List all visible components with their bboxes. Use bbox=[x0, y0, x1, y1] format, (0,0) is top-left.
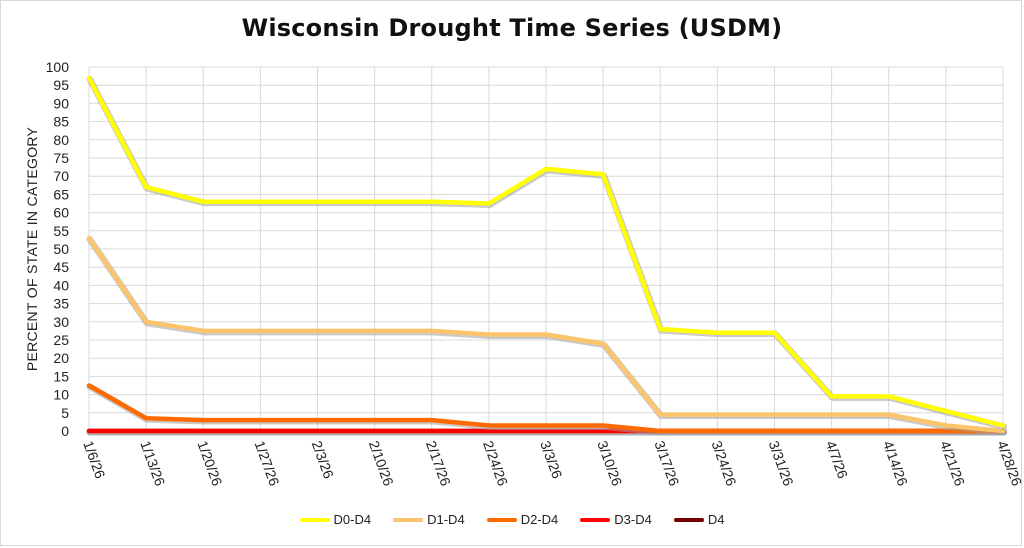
y-tick-label: 0 bbox=[61, 423, 69, 439]
legend-label: D4 bbox=[707, 512, 725, 527]
y-tick-label: 15 bbox=[53, 368, 69, 384]
legend: D0-D4 D1-D4 D2-D4 D3-D4 D4 bbox=[0, 512, 1024, 527]
legend-swatch bbox=[486, 517, 517, 522]
x-tick-label: 1/20/26 bbox=[194, 439, 225, 489]
x-tick-label: 1/6/26 bbox=[80, 439, 108, 481]
y-tick-label: 100 bbox=[46, 59, 70, 75]
legend-label: D1-D4 bbox=[427, 512, 465, 527]
y-tick-label: 60 bbox=[53, 205, 69, 221]
legend-item-d2-d4: D2-D4 bbox=[486, 512, 559, 527]
x-tick-label: 3/31/26 bbox=[766, 439, 797, 489]
legend-swatch bbox=[580, 517, 611, 522]
y-tick-label: 10 bbox=[53, 387, 69, 403]
y-tick-label: 65 bbox=[53, 186, 69, 202]
x-tick-label: 3/17/26 bbox=[651, 439, 682, 489]
x-tick-label: 2/3/26 bbox=[309, 439, 337, 481]
y-tick-label: 55 bbox=[53, 223, 69, 239]
legend-label: D2-D4 bbox=[520, 512, 559, 527]
legend-item-d3-d4: D3-D4 bbox=[580, 512, 652, 527]
y-tick-label: 30 bbox=[53, 314, 69, 330]
legend-item-d1-d4: D1-D4 bbox=[393, 512, 465, 527]
y-tick-label: 20 bbox=[53, 350, 69, 366]
x-tick-label: 1/13/26 bbox=[137, 439, 168, 489]
legend-item-d4: D4 bbox=[673, 512, 725, 527]
y-tick-label: 95 bbox=[53, 77, 69, 93]
series-line-d0-d4 bbox=[86, 75, 1006, 428]
x-tick-label: 2/17/26 bbox=[423, 439, 454, 489]
x-tick-label: 4/7/26 bbox=[823, 439, 851, 481]
y-tick-label: 45 bbox=[53, 259, 69, 275]
series-line-d2-d4 bbox=[86, 383, 1006, 434]
x-tick-label: 1/27/26 bbox=[252, 439, 283, 489]
x-tick-label: 3/10/26 bbox=[594, 439, 625, 489]
x-tick-label: 4/21/26 bbox=[937, 439, 968, 489]
y-tick-label: 75 bbox=[53, 150, 69, 166]
y-tick-label: 80 bbox=[53, 132, 69, 148]
y-tick-label: 5 bbox=[61, 405, 69, 421]
x-tick-label: 2/10/26 bbox=[366, 439, 397, 489]
y-tick-label: 70 bbox=[53, 168, 69, 184]
y-tick-label: 35 bbox=[53, 296, 69, 312]
x-tick-label: 3/3/26 bbox=[537, 439, 565, 481]
x-tick-label: 4/28/26 bbox=[994, 439, 1024, 489]
legend-swatch bbox=[299, 517, 330, 522]
series-line-d1-d4 bbox=[86, 235, 1006, 434]
x-tick-label: 3/24/26 bbox=[709, 439, 740, 489]
y-tick-label: 85 bbox=[53, 114, 69, 130]
gridlines bbox=[88, 66, 1004, 432]
series-lines bbox=[86, 75, 1008, 436]
legend-swatch bbox=[673, 517, 704, 522]
y-tick-label: 40 bbox=[53, 277, 69, 293]
series-line-shadow bbox=[86, 75, 1008, 430]
x-tick-label: 4/14/26 bbox=[880, 439, 911, 489]
chart-title: Wisconsin Drought Time Series (USDM) bbox=[241, 14, 783, 42]
y-tick-label: 50 bbox=[53, 241, 69, 257]
legend-item-d0-d4: D0-D4 bbox=[299, 512, 372, 527]
y-tick-label: 25 bbox=[53, 332, 69, 348]
x-axis-ticks: 1/6/26 1/13/26 1/20/26 1/27/26 2/3/26 2/10/26… bbox=[80, 439, 1024, 489]
y-tick-label: 90 bbox=[53, 95, 69, 111]
legend-swatch bbox=[393, 517, 424, 522]
legend-label: D3-D4 bbox=[614, 512, 652, 527]
legend-label: D0-D4 bbox=[333, 512, 372, 527]
y-axis-ticks: 0 5 10 15 20 25 30 35 40 45 50 55 60 65 70 75 80 85 90 95 10… bbox=[46, 59, 70, 439]
x-tick-label: 2/24/26 bbox=[480, 439, 511, 489]
y-axis-label: PERCENT OF STATE IN CATEGORY bbox=[24, 126, 40, 371]
